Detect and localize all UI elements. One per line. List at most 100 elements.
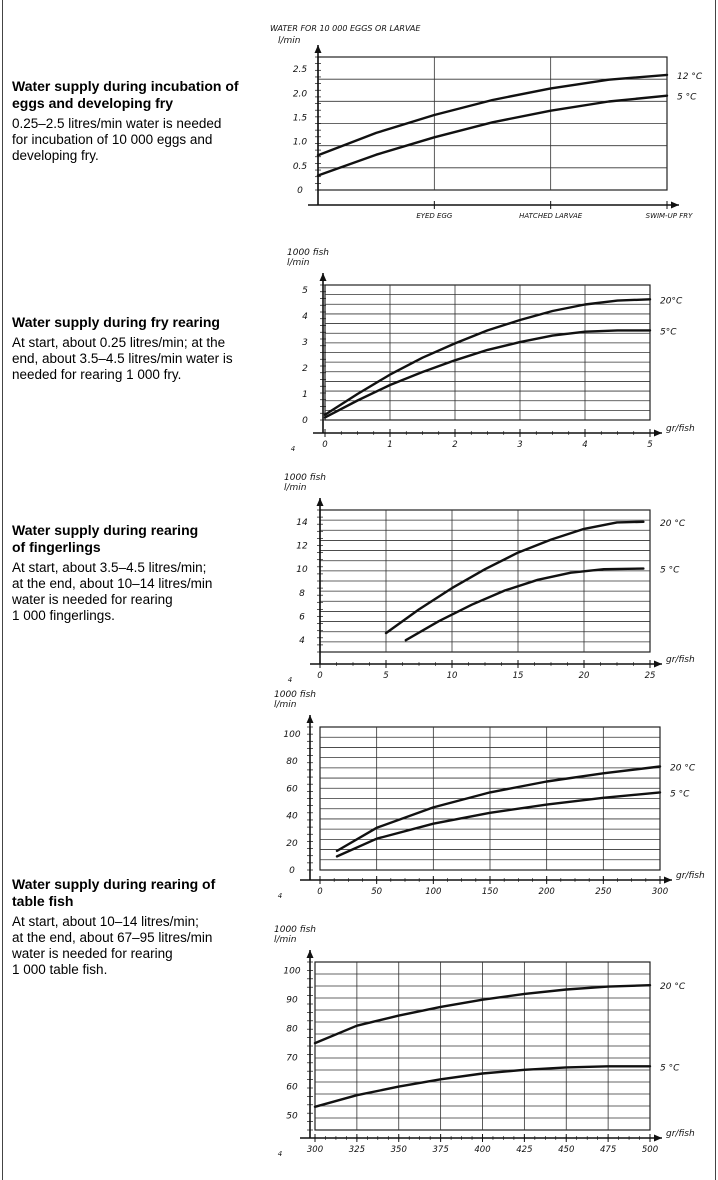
series-line-cold	[335, 791, 662, 858]
y-axis-label: 1000 fish	[274, 690, 316, 700]
section-incubation: Water supply during incubation of eggs a…	[12, 78, 252, 164]
section-table-fish: Water supply during rearing of table fis…	[12, 876, 252, 978]
x-tick-label: 375	[433, 1145, 449, 1155]
x-tick-label: 100	[425, 887, 441, 897]
section-description: At start, about 0.25 litres/min; at the …	[12, 335, 233, 382]
x-tick-label: 1	[387, 440, 392, 450]
y-tick-label: 2.5	[293, 65, 308, 75]
y-axis-arrow	[314, 45, 322, 53]
axis-corner-mark: 4	[278, 1150, 282, 1158]
x-axis-label: gr/fish	[676, 871, 705, 881]
y-tick-label: 1.0	[293, 138, 308, 148]
x-tick-label: 2	[452, 440, 457, 450]
y-axis-unit-label: l/min	[274, 700, 297, 710]
axis-corner-mark: 4	[291, 445, 295, 453]
series-label: 5 °C	[660, 1063, 680, 1073]
section-description: 0.25–2.5 litres/min water is needed for …	[12, 116, 222, 163]
x-tick-label: 15	[513, 671, 524, 681]
x-tick-label: 0	[317, 887, 322, 897]
x-axis-arrow	[654, 660, 662, 668]
y-tick-label: 0.5	[293, 162, 308, 172]
y-axis-arrow	[319, 273, 327, 281]
y-tick-label: 3	[302, 338, 308, 348]
series-label: 20 °C	[660, 982, 686, 992]
series-label: 5 °C	[670, 789, 690, 799]
x-axis-label: gr/fish	[666, 1129, 695, 1139]
y-tick-label: 14	[296, 518, 308, 528]
x-tick-label: 50	[371, 887, 382, 897]
series-label: 20°C	[660, 296, 683, 306]
y-tick-label: 60	[286, 1083, 298, 1093]
chart-1: 0 0.5 1.0 1.5 2.0 2.5 WATER FOR 10 000 EGGS OR…	[270, 24, 703, 220]
series-line-warm	[335, 765, 662, 853]
x-category-label: SWIM-UP FRY	[646, 212, 693, 220]
y-tick-label: 100	[283, 967, 300, 977]
y-axis-unit-label: l/min	[284, 483, 307, 493]
x-axis-arrow	[664, 876, 672, 884]
section-fry-rearing: Water supply during fry rearing At start…	[12, 314, 252, 383]
y-axis-label: WATER FOR 10 000 EGGS OR LARVAE	[270, 24, 421, 33]
x-tick-label: 20	[579, 671, 590, 681]
y-tick-label: 100	[283, 730, 300, 740]
y-tick-label: 0	[297, 186, 303, 196]
axis-corner-mark: 4	[278, 892, 282, 900]
y-tick-label: 20	[286, 839, 298, 849]
series-line-cold	[323, 329, 652, 419]
x-tick-label: 150	[482, 887, 498, 897]
y-axis-label: 1000 fish	[287, 248, 329, 258]
y-tick-label: 4	[299, 636, 305, 646]
x-category-label: EYED EGG	[416, 212, 453, 220]
y-tick-label: 60	[286, 784, 298, 794]
x-axis-arrow	[671, 201, 679, 209]
x-tick-label: 350	[391, 1145, 407, 1155]
section-heading: Water supply during rearing of table fis…	[12, 876, 216, 909]
y-axis-arrow	[316, 498, 324, 506]
series-label: 20 °C	[670, 763, 696, 773]
x-tick-label: 10	[447, 671, 458, 681]
section-description: At start, about 10–14 litres/min; at the…	[12, 914, 213, 977]
x-axis-label: gr/fish	[666, 424, 695, 434]
x-axis-arrow	[654, 429, 662, 437]
y-tick-label: 1.5	[293, 113, 308, 123]
y-tick-label: 0	[302, 416, 308, 426]
axis-corner-mark: 4	[288, 676, 292, 684]
x-tick-label: 300	[307, 1145, 323, 1155]
series-line-warm	[384, 520, 645, 635]
y-tick-label: 80	[286, 757, 298, 767]
x-axis-label: gr/fish	[666, 655, 695, 665]
y-axis-unit-label: l/min	[278, 36, 301, 46]
y-tick-label: 2.0	[293, 89, 308, 99]
x-tick-label: 200	[539, 887, 555, 897]
x-tick-label: 4	[582, 440, 587, 450]
x-tick-label: 5	[647, 440, 652, 450]
series-label: 5 °C	[660, 566, 680, 576]
x-tick-label: 300	[652, 887, 668, 897]
x-tick-label: 250	[595, 887, 611, 897]
y-axis-arrow	[306, 950, 314, 958]
y-axis-unit-label: l/min	[274, 935, 297, 945]
y-tick-label: 1	[302, 390, 308, 400]
series-label: 20 °C	[660, 519, 686, 529]
x-tick-label: 3	[517, 440, 522, 450]
section-fingerlings: Water supply during rearing of fingerlin…	[12, 522, 252, 624]
x-category-label: HATCHED LARVAE	[519, 212, 583, 220]
y-tick-label: 4	[302, 312, 308, 322]
y-tick-label: 90	[286, 996, 298, 1006]
x-tick-label: 0	[317, 671, 322, 681]
series-line-warm	[316, 73, 669, 157]
y-axis-label: 1000 fish	[284, 473, 326, 483]
series-label: 5 °C	[677, 93, 697, 103]
x-tick-label: 450	[558, 1145, 574, 1155]
series-label: 12 °C	[677, 72, 703, 82]
section-description: At start, about 3.5–4.5 litres/min; at t…	[12, 560, 213, 623]
series-line-cold	[404, 567, 645, 642]
y-axis-arrow	[306, 715, 314, 723]
y-tick-label: 12	[296, 542, 308, 552]
section-heading: Water supply during fry rearing	[12, 314, 220, 330]
y-tick-label: 80	[286, 1025, 298, 1035]
y-axis-unit-label: l/min	[287, 258, 310, 268]
